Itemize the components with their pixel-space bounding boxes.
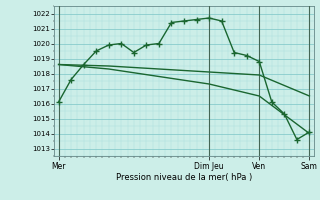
X-axis label: Pression niveau de la mer( hPa ): Pression niveau de la mer( hPa ): [116, 173, 252, 182]
